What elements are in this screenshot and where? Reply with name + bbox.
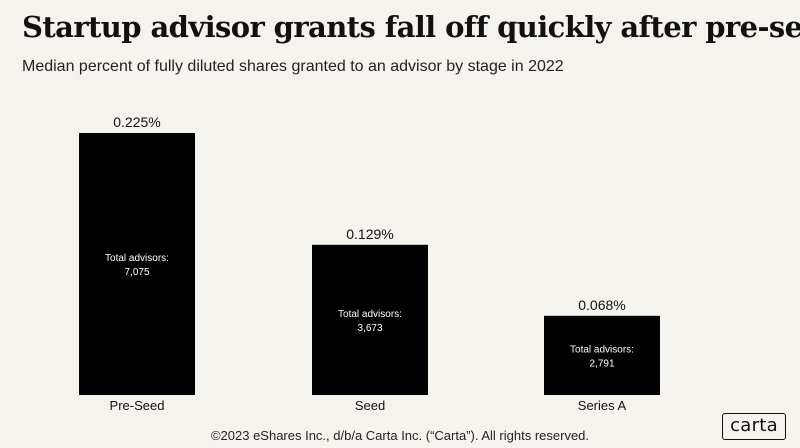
bar-annotation-value: 3,673 [357,323,382,334]
bar [79,133,195,395]
bar-annotation-label: Total advisors: [570,344,634,355]
carta-logo: carta [722,413,786,440]
data-label: 0.129% [346,226,393,242]
chart-title: Startup advisor grants fall off quickly … [22,10,800,44]
x-tick-label: Series A [578,398,627,413]
bar-annotation-value: 7,075 [124,267,149,278]
bar-annotation-label: Total advisors: [105,253,169,264]
chart-subtitle: Median percent of fully diluted shares g… [22,58,564,75]
data-label: 0.068% [578,297,625,313]
copyright-footer: ©2023 eShares Inc., d/b/a Carta Inc. (“C… [210,428,590,443]
x-tick-label: Seed [355,398,385,413]
bar-annotation-value: 2,791 [589,358,614,369]
bar [312,244,428,395]
bar [544,315,660,395]
x-tick-label: Pre-Seed [110,398,165,413]
data-label: 0.225% [113,114,160,130]
bar-annotation-label: Total advisors: [338,309,402,320]
